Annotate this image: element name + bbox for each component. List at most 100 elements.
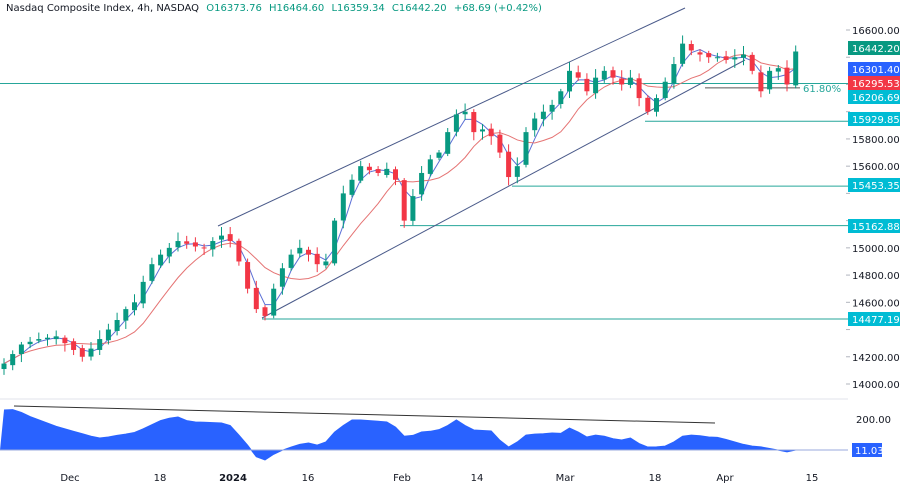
candle-body: [227, 234, 233, 242]
indicator-trendline: [13, 405, 716, 424]
candle-body: [471, 112, 477, 133]
candle-body: [436, 152, 442, 158]
price-label-text: 16301.40: [852, 65, 900, 76]
candle-body: [706, 53, 712, 58]
fib-level-label: 61.80%: [803, 84, 841, 95]
candle-body: [636, 78, 642, 99]
price-label-text: 16206.69: [852, 93, 900, 104]
candle-body: [723, 56, 729, 60]
candle-body: [419, 172, 425, 195]
candle-body: [253, 287, 259, 310]
candle-body: [288, 254, 294, 268]
price-tick-label: 15000.00: [852, 244, 900, 255]
candle-body: [219, 235, 224, 240]
time-tick-label: Apr: [716, 473, 734, 484]
time-tick-label: 14: [471, 473, 484, 484]
candle-body: [201, 247, 207, 249]
price-label-badge: [848, 90, 900, 104]
candle-body: [514, 166, 520, 177]
candle-body: [506, 151, 512, 178]
candle-body: [375, 169, 381, 173]
candle-body: [488, 128, 494, 137]
candle-body: [575, 72, 581, 78]
low-value: L16359.34: [331, 3, 385, 14]
price-tick-label: 14800.00: [852, 271, 900, 282]
channel-lower-trendline: [261, 59, 746, 319]
indicator-value-text: 11.03: [855, 446, 884, 457]
candle-body: [453, 114, 459, 132]
candle-body: [271, 288, 277, 316]
time-tick-label: 18: [154, 473, 167, 484]
candle-body: [332, 220, 338, 264]
candle-body: [349, 179, 355, 195]
candle-body: [775, 68, 781, 72]
candle-body: [532, 118, 538, 131]
candle-body: [71, 341, 77, 350]
candle-body: [323, 261, 329, 266]
candle-body: [610, 70, 616, 78]
candle-body: [567, 70, 572, 92]
candle-body: [654, 98, 659, 112]
candle-body: [497, 134, 503, 153]
time-tick-label: 16: [302, 473, 315, 484]
candle-body: [158, 254, 164, 266]
candle-body: [758, 72, 764, 92]
candle-body: [166, 247, 172, 257]
candle-body: [175, 241, 181, 248]
candle-body: [97, 339, 103, 350]
price-label-badge: [848, 41, 900, 55]
candle-body: [480, 129, 485, 132]
candle-body: [688, 44, 694, 51]
price-tick-label: 15600.00: [852, 162, 900, 173]
price-label-text: 14477.19: [852, 315, 900, 326]
candle-body: [140, 281, 146, 304]
candle-body: [192, 242, 198, 247]
time-tick-label: 18: [649, 473, 662, 484]
candle-body: [584, 78, 590, 92]
candle-body: [645, 97, 651, 112]
price-tick-label: 15800.00: [852, 135, 900, 146]
candle-body: [410, 196, 416, 221]
candle-body: [314, 253, 320, 265]
candle-body: [132, 302, 137, 311]
candle-body: [523, 132, 529, 165]
indicator-value-badge: [852, 443, 882, 457]
time-tick-label: Mar: [556, 473, 576, 484]
high-value: H16464.60: [269, 3, 325, 14]
candle-body: [619, 78, 625, 85]
price-label-text: 16295.53: [852, 79, 900, 90]
candle-body: [262, 307, 268, 316]
candle-body: [549, 104, 555, 112]
candle-body: [279, 268, 285, 287]
candle-body: [445, 132, 451, 154]
chart-header: Nasdaq Composite Index, 4h, NASDAQ O1637…: [6, 3, 542, 14]
time-tick-label: 2024: [219, 473, 247, 484]
candle-body: [340, 193, 346, 221]
candle-body: [210, 241, 216, 250]
close-value: C16442.20: [391, 3, 447, 14]
indicator-tick-label: 200.00: [856, 415, 891, 426]
candle-body: [714, 57, 720, 59]
candle-body: [27, 341, 33, 345]
time-tick-label: 15: [806, 473, 819, 484]
candle-body: [245, 262, 251, 289]
indicator-line: [3, 409, 796, 461]
candle-body: [149, 264, 155, 281]
candle-body: [749, 54, 755, 71]
candle-body: [79, 348, 85, 357]
candle-body: [793, 51, 799, 86]
price-label-text: 15453.35: [852, 181, 900, 192]
channel-upper-trendline: [217, 7, 686, 227]
candle-body: [462, 111, 468, 115]
candle-body: [627, 77, 633, 85]
candle-body: [393, 169, 398, 180]
price-label-text: 15162.88: [852, 222, 900, 233]
price-label-badge: [848, 178, 900, 192]
candle-body: [236, 240, 242, 262]
candle-body: [540, 111, 546, 119]
candle-body: [662, 81, 668, 99]
candle-body: [105, 329, 111, 341]
candle-body: [384, 168, 390, 176]
symbol-title: Nasdaq Composite Index, 4h, NASDAQ: [6, 3, 200, 14]
